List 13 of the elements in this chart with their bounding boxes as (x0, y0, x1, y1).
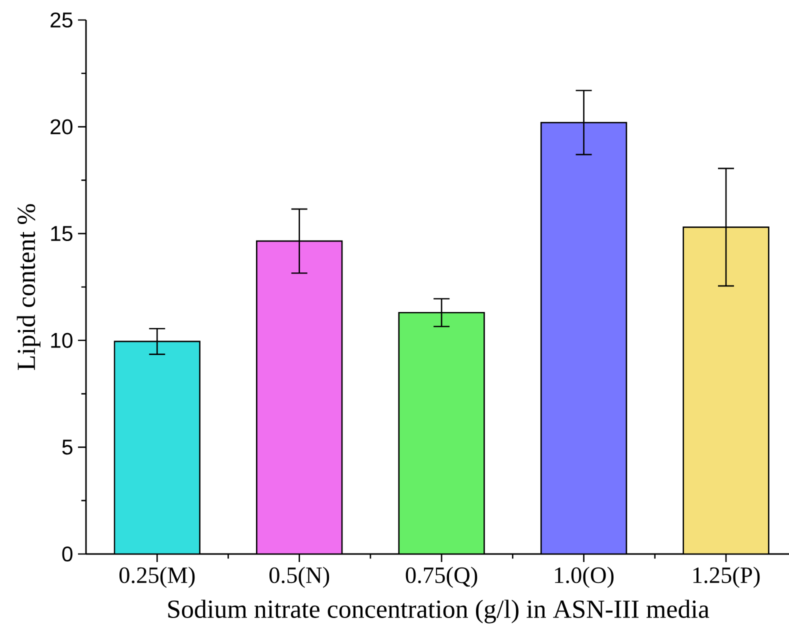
y-tick-label: 20 (50, 119, 72, 134)
x-axis-title: Sodium nitrate concentration (g/l) in ASN-III media (168, 600, 710, 624)
y-axis-title: Lipid content % (16, 204, 40, 370)
x-tick-label: 0.25(M) (119, 566, 195, 588)
y-tick-label: 10 (51, 332, 72, 348)
x-tick-label: 1.0(O) (555, 566, 614, 588)
y-tick-label: 5 (62, 440, 72, 455)
y-tick-label: 0 (62, 546, 72, 562)
x-tick-label: 0.5(N) (269, 566, 330, 588)
y-tick-label: 25 (50, 12, 72, 28)
x-tick-label: 1.25(P) (693, 566, 760, 588)
x-tick-label: 0.75(Q) (406, 566, 478, 588)
y-tick-label: 15 (51, 226, 72, 242)
